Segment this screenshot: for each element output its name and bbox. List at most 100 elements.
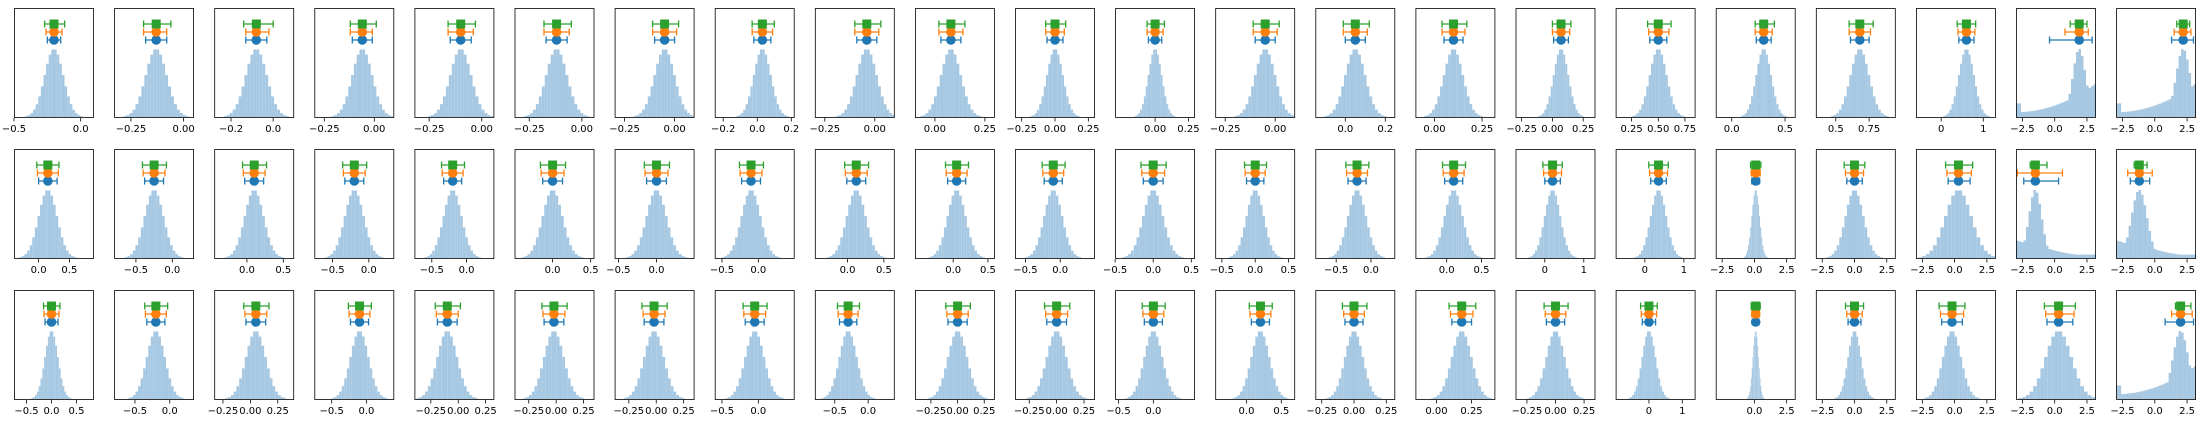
subplot-r3-c1: −0.5 0.0 0.5 xyxy=(14,290,94,417)
histogram-bar xyxy=(1870,397,1873,399)
histogram-bar xyxy=(428,116,432,117)
histogram-bar xyxy=(1964,378,1968,399)
histogram-bar xyxy=(1270,368,1274,399)
histogram-bar xyxy=(2083,254,2086,258)
histogram-bar xyxy=(1443,215,1447,258)
histogram-bar xyxy=(1245,378,1248,399)
histogram-bar xyxy=(1073,254,1077,258)
histogram-bar xyxy=(979,256,983,258)
orange-circle-marker xyxy=(1150,27,1160,37)
histogram-bar xyxy=(1867,391,1870,399)
histogram-bar xyxy=(1646,86,1649,117)
histogram-bar xyxy=(2091,397,2095,399)
histogram-bar xyxy=(69,398,72,399)
histogram-bar xyxy=(272,250,276,258)
histogram-bar xyxy=(1333,391,1337,399)
histogram-bar xyxy=(1076,256,1079,258)
histogram-bar xyxy=(250,336,254,399)
histogram-bar xyxy=(647,96,651,117)
histogram-bar xyxy=(1974,86,1978,117)
green-square-marker xyxy=(851,160,861,170)
histogram-bar xyxy=(1633,391,1636,399)
histogram-bar xyxy=(1765,256,1767,258)
histogram-bar xyxy=(2043,108,2046,117)
histogram-bar xyxy=(1374,395,1377,399)
histogram-bar xyxy=(1479,257,1482,258)
axes-frame xyxy=(2016,290,2096,400)
histogram-bar xyxy=(571,96,575,117)
histogram-bar xyxy=(1467,345,1470,399)
x-tick-label: 2.5 xyxy=(2079,265,2095,276)
orange-circle-marker xyxy=(1148,168,1158,178)
histogram-bar xyxy=(1665,215,1668,258)
histogram-bar xyxy=(965,356,969,399)
histogram-bar xyxy=(931,104,935,117)
histogram-bar xyxy=(1346,63,1350,117)
histogram-bar xyxy=(1172,250,1176,258)
green-square-marker xyxy=(1556,19,1566,29)
histogram-bar xyxy=(1943,215,1948,258)
histogram-bar xyxy=(1641,104,1644,117)
histogram-bar xyxy=(1761,391,1763,399)
histogram-bar xyxy=(1077,116,1080,117)
histogram-bar xyxy=(2141,391,2144,399)
histogram-bar xyxy=(895,116,898,117)
histogram-bar xyxy=(1242,109,1246,117)
histogram-bar xyxy=(749,336,753,399)
histogram-bar xyxy=(658,54,662,117)
histogram-bar xyxy=(1059,63,1062,117)
histogram-bar xyxy=(1987,254,1992,258)
orange-circle-marker xyxy=(951,168,962,178)
x-tick-label: −2.5 xyxy=(1910,406,1934,417)
histogram-bar xyxy=(727,254,730,258)
histogram-bar xyxy=(650,86,654,117)
histogram-bar xyxy=(1877,256,1880,258)
histogram-bar xyxy=(1273,378,1276,399)
subplot-r1-c11: −0.25 0.00 0.25 xyxy=(1006,8,1099,135)
histogram-bar xyxy=(1067,368,1071,399)
histogram-bar xyxy=(433,368,437,399)
axes-frame xyxy=(2016,8,2096,118)
histogram-bar xyxy=(946,215,950,258)
histogram-bar xyxy=(1530,256,1533,258)
histogram-bar xyxy=(849,96,853,117)
subplot-r2-c19: −2.5 0.0 2.5 xyxy=(1810,149,1896,276)
histogram-bar xyxy=(2156,386,2159,399)
histogram-bar xyxy=(629,395,632,399)
histogram-bar xyxy=(1257,331,1261,399)
histogram-bar xyxy=(264,356,267,399)
x-tick-label: 0.0 xyxy=(361,265,377,276)
histogram-bar xyxy=(1577,113,1580,117)
histogram-bar xyxy=(458,368,462,399)
histogram-bar xyxy=(2151,241,2154,258)
subplot-r3-c2: −0.5 0.0 xyxy=(114,290,194,417)
orange-circle-marker xyxy=(1855,27,1865,37)
histogram-bar xyxy=(362,336,365,399)
histogram-bar xyxy=(2069,356,2074,399)
x-tick-label: 0.0 xyxy=(1247,265,1263,276)
histogram-bar xyxy=(656,336,660,399)
histogram-bar xyxy=(150,54,154,117)
histogram-bar xyxy=(556,49,560,117)
orange-circle-marker xyxy=(1961,27,1972,37)
histogram-bar xyxy=(936,250,939,258)
histogram-bar xyxy=(2166,382,2169,399)
histogram-bar xyxy=(2088,87,2091,117)
histogram-bar xyxy=(1929,395,1932,399)
histogram-bar xyxy=(2153,248,2157,258)
blue-circle-marker xyxy=(2175,317,2186,327)
histogram-bar xyxy=(331,116,335,117)
histogram-bar xyxy=(2181,332,2184,399)
histogram-bar xyxy=(1558,336,1561,399)
histogram-bar xyxy=(648,204,651,258)
histogram-bar xyxy=(964,215,967,258)
histogram-bar xyxy=(2073,368,2077,399)
histogram-bar xyxy=(2040,368,2045,399)
histogram-bar xyxy=(450,336,453,399)
histogram-bar xyxy=(38,386,41,399)
histogram-bar xyxy=(2168,252,2172,258)
x-tick-label: 0.5 xyxy=(876,265,892,276)
histogram-bar xyxy=(1636,256,1639,258)
green-square-marker xyxy=(151,19,161,29)
histogram-bar xyxy=(572,250,575,258)
